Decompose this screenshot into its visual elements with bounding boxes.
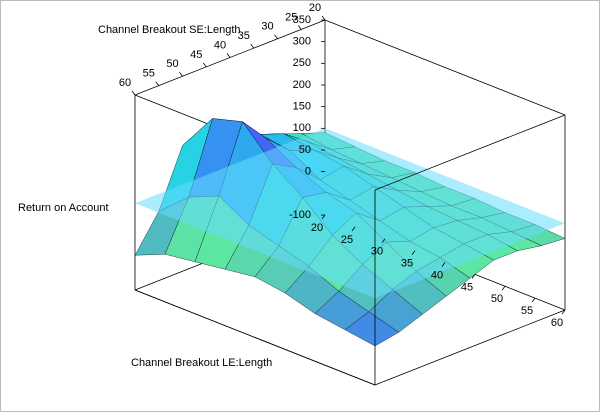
z-axis-title: Return on Account xyxy=(18,202,109,214)
z-tick-label: 200 xyxy=(293,79,311,91)
z-tick-label: 250 xyxy=(293,57,311,69)
z-tick-label: -100 xyxy=(289,209,311,221)
y-tick-label: 25 xyxy=(285,11,297,23)
y-tick-label: 35 xyxy=(238,30,250,42)
x-axis-title: Channel Breakout LE:Length xyxy=(131,357,272,369)
y-tick xyxy=(131,90,136,96)
y-axis-title: Channel Breakout SE:Length xyxy=(98,24,241,36)
y-tick-label: 60 xyxy=(119,77,131,89)
y-tick xyxy=(250,43,255,49)
x-tick-label: 40 xyxy=(431,269,443,281)
x-tick-label: 20 xyxy=(311,222,323,234)
z-tick-label: 0 xyxy=(305,166,311,178)
y-tick xyxy=(226,53,231,58)
x-tick xyxy=(321,214,326,220)
box-edge xyxy=(374,114,566,191)
y-tick-label: 20 xyxy=(309,2,321,14)
x-tick xyxy=(411,250,416,255)
box-edge xyxy=(374,309,566,386)
z-tick-label: 300 xyxy=(293,36,311,48)
y-tick xyxy=(155,81,160,86)
y-tick-label: 40 xyxy=(214,39,226,51)
x-tick xyxy=(441,262,446,267)
x-tick xyxy=(531,297,536,303)
front-edges: 350300250200150100500-100202530354045505… xyxy=(119,2,566,386)
x-tick xyxy=(501,286,506,291)
plane xyxy=(135,128,565,299)
x-tick-label: 60 xyxy=(551,317,563,329)
x-tick-label: 35 xyxy=(401,258,413,270)
z-tick-label: 50 xyxy=(299,144,311,156)
x-tick-label: 50 xyxy=(491,293,503,305)
y-tick-label: 45 xyxy=(190,49,202,61)
x-tick xyxy=(561,309,566,315)
y-tick xyxy=(179,72,183,77)
x-tick-label: 30 xyxy=(371,246,383,258)
y-tick-label: 50 xyxy=(166,58,178,70)
y-tick-label: 30 xyxy=(261,21,273,33)
z-tick-label: 350 xyxy=(293,14,311,26)
box-edge xyxy=(324,19,566,116)
reference-plane xyxy=(135,128,565,299)
x-tick-label: 55 xyxy=(521,305,533,317)
z-tick-label: 150 xyxy=(293,101,311,113)
y-tick xyxy=(202,62,207,68)
y-tick xyxy=(321,15,326,21)
z-tick-label: 100 xyxy=(293,122,311,134)
x-tick xyxy=(381,238,386,243)
x-tick-label: 45 xyxy=(461,281,473,293)
y-tick xyxy=(274,34,278,39)
y-tick xyxy=(297,25,302,30)
x-tick xyxy=(471,274,476,279)
x-tick xyxy=(351,226,356,232)
y-tick-label: 55 xyxy=(143,68,155,80)
x-tick-label: 25 xyxy=(341,234,353,246)
box-edge xyxy=(134,289,376,386)
